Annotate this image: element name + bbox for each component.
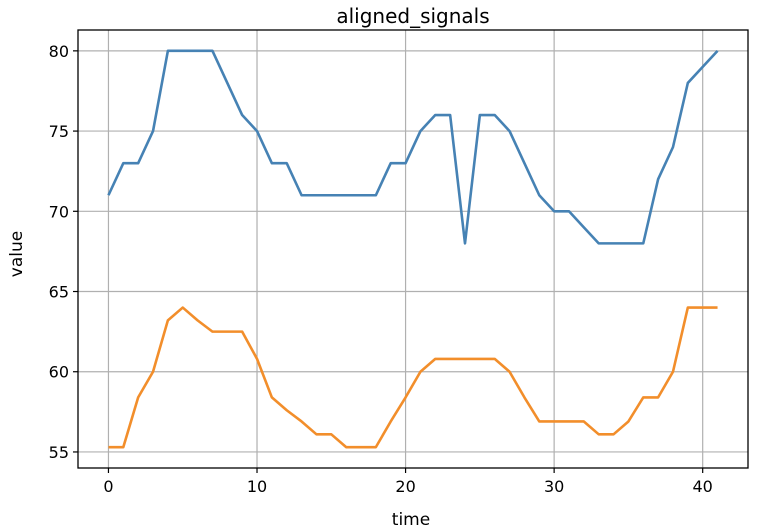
y-tick-label: 80 (49, 42, 69, 61)
y-axis-label: value (7, 231, 27, 277)
series-line-1 (107, 49, 719, 245)
plot-frame (77, 29, 749, 469)
y-axis: 55 60 65 70 75 80 (49, 42, 78, 462)
x-tick-label: 0 (103, 477, 113, 496)
x-tick-label: 10 (247, 477, 267, 496)
y-tick-label: 75 (49, 122, 69, 141)
x-axis: 0 10 20 30 40 (103, 468, 713, 496)
y-tick-label: 65 (49, 283, 69, 302)
y-tick-label: 70 (49, 202, 69, 221)
grid (78, 30, 748, 468)
x-tick-label: 30 (544, 477, 564, 496)
x-tick-label: 20 (395, 477, 415, 496)
x-axis-label: time (392, 510, 430, 530)
series-lines (107, 49, 719, 449)
x-tick-label: 40 (693, 477, 713, 496)
y-tick-label: 55 (49, 443, 69, 462)
chart-title: aligned_signals (336, 4, 489, 28)
y-tick-label: 60 (49, 363, 69, 382)
series-line-2 (108, 306, 718, 449)
